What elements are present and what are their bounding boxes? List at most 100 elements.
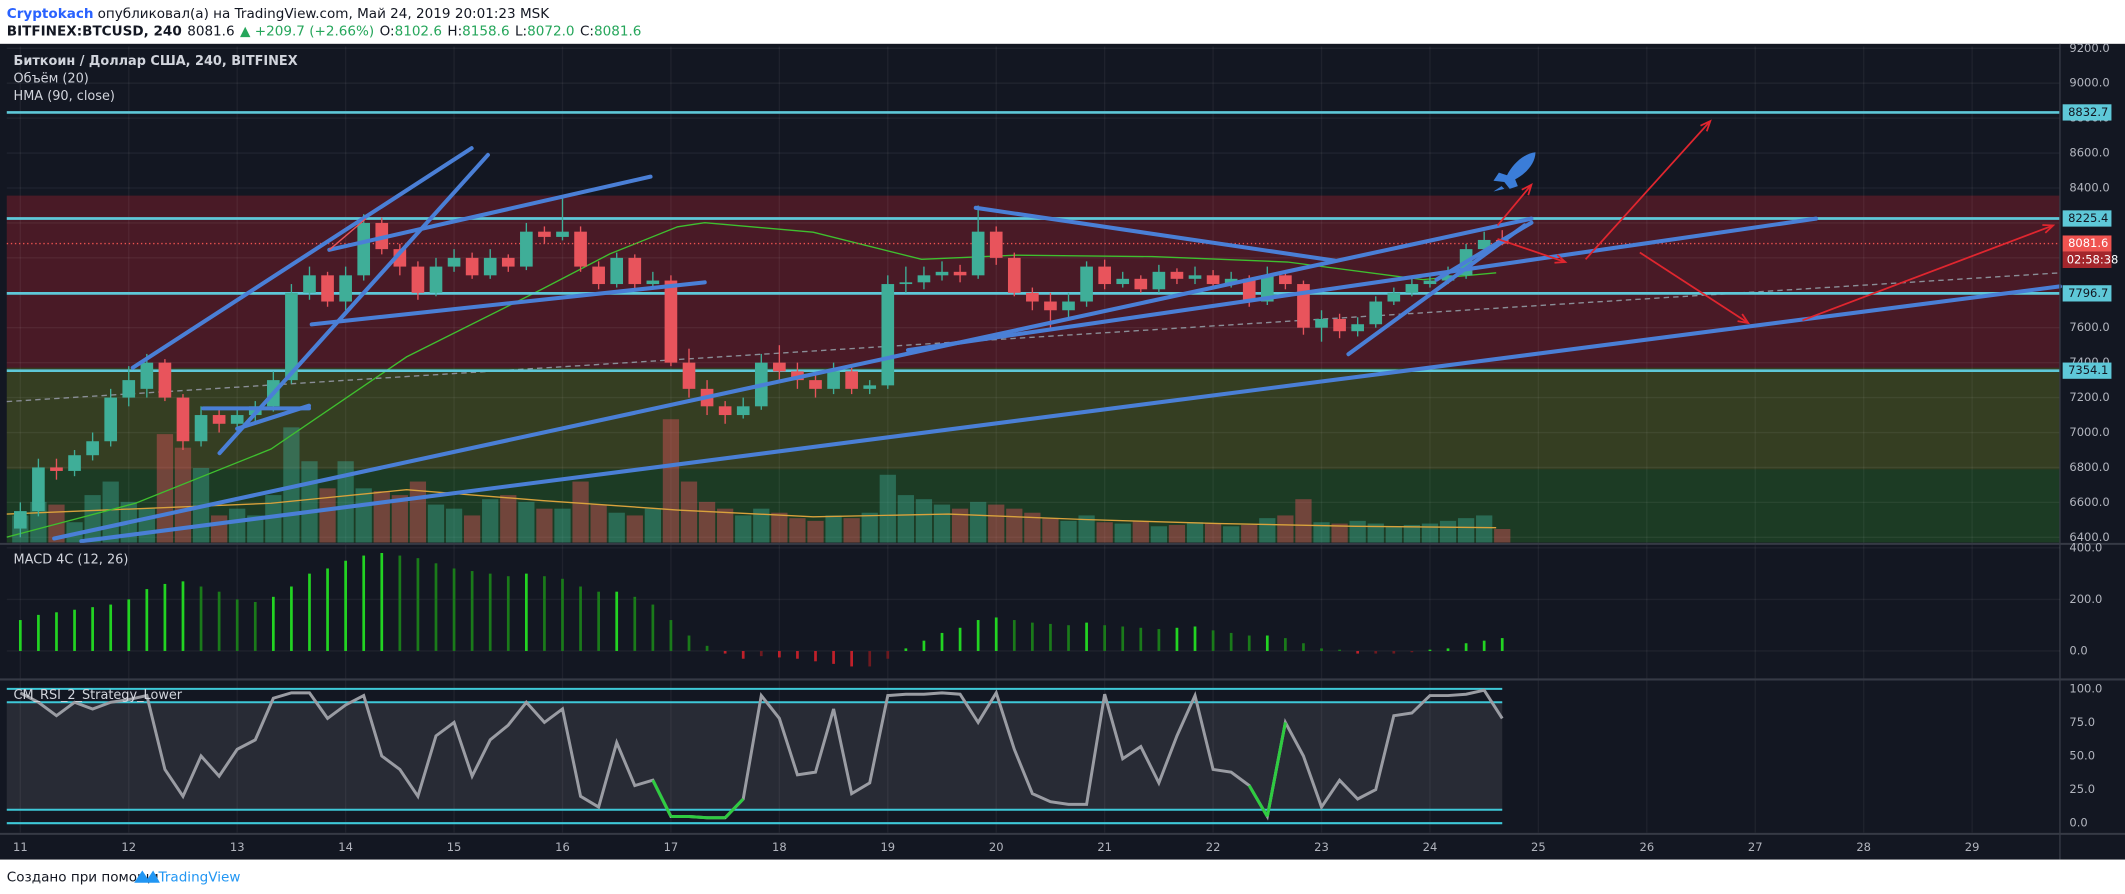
- countdown-box: [2062, 251, 2112, 269]
- candle-body: [158, 362, 172, 398]
- pane-title: CM_RSI_2_Strategy_Lower: [14, 688, 183, 703]
- y-tick-label: 9200.0: [2069, 41, 2109, 55]
- histogram-bar: [597, 591, 600, 651]
- histogram-bar: [1193, 626, 1197, 651]
- trend-line: [130, 146, 474, 370]
- y-tick-label: 6400.0: [2069, 530, 2109, 544]
- oversold-highlight: [1247, 784, 1269, 818]
- volume-bar: [789, 518, 806, 543]
- candle-body: [1007, 257, 1021, 293]
- volume-bar: [554, 508, 571, 543]
- volume-bar: [301, 461, 318, 543]
- change: ▲ +209.7 (+2.66%): [240, 24, 374, 40]
- volume-bar: [1060, 520, 1077, 543]
- histogram-bar: [398, 555, 402, 651]
- oversold-highlight: [651, 779, 673, 818]
- histogram-bar: [308, 573, 311, 651]
- rocket-icon: [1493, 152, 1536, 192]
- histogram-bar: [199, 586, 203, 651]
- trend-line: [1434, 220, 1534, 282]
- histogram-bar: [1338, 649, 1341, 651]
- volume-bar: [680, 481, 698, 543]
- histogram-bar: [904, 648, 908, 651]
- volume-bar: [265, 495, 282, 543]
- candle-body: [1441, 275, 1455, 281]
- author[interactable]: Cryptokach: [7, 6, 94, 22]
- candle-body: [1423, 280, 1437, 285]
- histogram-bar: [543, 576, 546, 651]
- histogram-bar: [1265, 635, 1269, 651]
- oversold-highlight: [724, 797, 745, 819]
- level-label-box: [2062, 104, 2112, 121]
- y-tick-label: 50.0: [2069, 749, 2095, 763]
- volume-bar: [1096, 522, 1113, 543]
- level-label-box: [2062, 285, 2112, 302]
- volume-bar: [825, 515, 842, 543]
- volume-bar: [138, 508, 155, 543]
- histogram-bar: [37, 614, 40, 651]
- hma-line: [6, 222, 1497, 538]
- volume-bar: [84, 495, 101, 543]
- legend-entry: HMA (90, close): [14, 89, 115, 104]
- histogram-bar: [163, 583, 167, 651]
- histogram-bar: [1049, 623, 1052, 651]
- histogram-bar: [958, 627, 962, 651]
- histogram-bar: [488, 573, 492, 651]
- volume-bar: [1457, 518, 1475, 543]
- candle-body: [1206, 275, 1220, 285]
- histogram-bar: [778, 650, 781, 658]
- ohlc-key: L:: [515, 24, 527, 40]
- volume-bar: [662, 419, 680, 543]
- volume-bar: [608, 512, 625, 543]
- candle-body: [899, 282, 913, 285]
- histogram-bar: [271, 596, 275, 651]
- histogram-bar: [127, 599, 131, 651]
- x-tick-label: 25: [1531, 840, 1546, 854]
- histogram-bar: [1067, 625, 1070, 651]
- x-tick-label: 19: [880, 840, 895, 854]
- x-tick-label: 13: [230, 840, 245, 854]
- histogram-bar: [326, 568, 329, 651]
- countdown: 02:58:38: [2067, 252, 2119, 266]
- candle-body: [1351, 324, 1364, 332]
- y-tick-label: 8600.0: [2069, 146, 2109, 160]
- pane-title: MACD 4C (12, 26): [14, 553, 129, 568]
- arrow-head: [2042, 224, 2056, 234]
- volume-bar: [951, 508, 969, 543]
- histogram-bar: [687, 635, 691, 651]
- volume-bar: [1367, 523, 1384, 543]
- volume-bar: [915, 499, 933, 543]
- histogram-bar: [290, 586, 293, 651]
- arrow: [1584, 120, 1711, 260]
- arrow-head: [1737, 313, 1751, 325]
- level-label: 8225.4: [2068, 211, 2108, 225]
- level-label-box: [2062, 362, 2112, 379]
- arrow: [1497, 238, 1566, 263]
- volume-bar: [391, 495, 408, 543]
- histogram-bar: [651, 604, 655, 651]
- footer-brand[interactable]: TradingView: [158, 869, 241, 885]
- volume-bar: [1313, 522, 1330, 543]
- legend-entry: Биткоин / Доллар США, 240, BITFINEX: [14, 54, 298, 69]
- histogram-bar: [416, 558, 420, 651]
- histogram-bar: [1302, 643, 1305, 651]
- level-label-box: [2062, 210, 2112, 227]
- candle-body: [447, 257, 461, 267]
- histogram-bar: [669, 620, 673, 651]
- volume-bar: [572, 481, 589, 543]
- volume-bar: [373, 491, 390, 543]
- candle-body: [953, 271, 967, 276]
- candle-body: [1260, 275, 1274, 302]
- volume-bar: [500, 495, 517, 543]
- x-tick-label: 18: [772, 840, 787, 854]
- histogram-bar: [506, 576, 510, 651]
- trend-line: [52, 216, 1534, 541]
- ohlc-key: H:: [447, 24, 462, 40]
- chart-layer: 11 12 13 14 15 16 17 18 19 20 21 22 23 24 25 26 27 28 29 64…: [0, 41, 2125, 860]
- x-tick-label: 28: [1856, 840, 1871, 854]
- arrow-head: [1521, 183, 1533, 196]
- histogram-bar: [1428, 649, 1432, 651]
- y-tick-label: 400.0: [2069, 540, 2102, 554]
- candle-body: [881, 284, 895, 386]
- x-tick-label: 27: [1748, 840, 1763, 854]
